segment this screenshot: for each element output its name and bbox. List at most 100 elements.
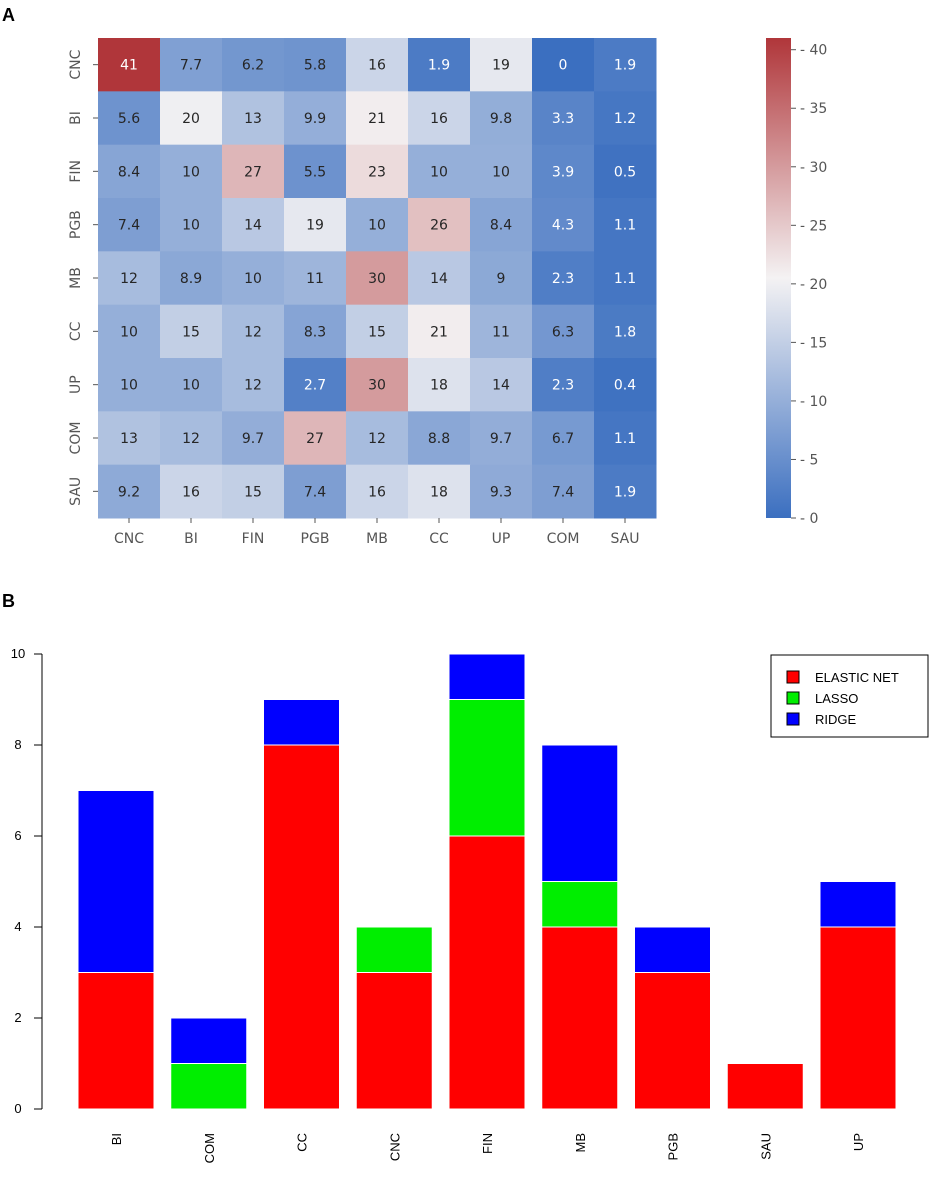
heatmap-cell-value: 30 [368,378,386,394]
heatmap-cell-value: 30 [368,271,386,287]
bar-segment-cc-ridge [263,699,340,746]
heatmap-y-tick-label: COM [68,422,84,455]
heatmap-cell-value: 10 [182,378,200,394]
heatmap-cell-sau-cc [408,464,471,519]
heatmap-cell-value: 41 [120,58,138,74]
bar-segment-fin-elastic-net [448,835,526,1110]
heatmap-cell-value: 1.1 [614,271,636,287]
bar-x-tick-label: MB [573,1133,588,1153]
bar-x-tick-label: BI [109,1133,124,1145]
legend-swatch-lasso [786,691,800,705]
heatmap-y-tick-label: MB [68,267,84,289]
heatmap-cell-bi-com [532,91,595,146]
bar-segment-com-ridge [170,1017,248,1064]
heatmap-cell-cc-cc [408,304,471,359]
heatmap-cell-value: 6.7 [552,431,574,447]
heatmap-cell-value: 9.9 [304,111,326,127]
heatmap-cell-value: 6.3 [552,324,574,340]
heatmap-cell-cc-bi [160,304,223,359]
heatmap-cell-sau-up [470,464,533,519]
heatmap-cell-cnc-sau [594,38,657,92]
heatmap-cell-value: 14 [430,271,448,287]
bar-x-tick-label: COM [202,1133,217,1163]
heatmap-cell-value: 0.4 [614,378,636,394]
stacked-bar-chart: 0 2 4 6 8 10 BI COM CC CNC FIN MB PGB SAU UP [11,646,897,1163]
heatmap-cell-value: 7.7 [180,58,202,74]
heatmap-cell-cnc-bi [160,38,223,92]
heatmap-cell-value: 11 [492,324,510,340]
colorbar-tick-label: - 20 [800,277,827,293]
bar-chart-legend: ELASTIC NET LASSO RIDGE [770,654,929,738]
heatmap-cell-value: 4.3 [552,218,574,234]
colorbar-tick-label: - 35 [800,101,827,117]
heatmap-cell-up-cnc [98,358,161,412]
heatmap-cell-value: 16 [368,58,386,74]
heatmap-cell-com-up [470,411,533,466]
heatmap-cell-value: 10 [368,218,386,234]
heatmap-y-tick-label: CNC [68,49,84,79]
heatmap-cell-value: 9.7 [490,431,512,447]
heatmap-cell-value: 14 [244,218,262,234]
heatmap-cell-up-bi [160,358,223,412]
bar-segment-pgb-elastic-net [634,972,711,1110]
heatmap-x-tick-label: CC [429,531,449,547]
colorbar-tick-label: - 5 [800,452,818,468]
heatmap-cell-value: 10 [120,378,138,394]
heatmap-cell-com-mb [346,411,409,466]
heatmap-cell-value: 1.9 [614,484,636,500]
heatmap-cell-value: 12 [244,324,262,340]
heatmap-x-tick-label: BI [184,531,198,547]
bar-segment-mb-ridge [541,744,619,882]
heatmap-cell-cc-pgb [284,304,347,359]
heatmap-cell-cnc-fin [222,38,285,92]
heatmap-cell-value: 12 [244,378,262,394]
heatmap-cell-value: 10 [492,164,510,180]
heatmap-cell-cc-mb [346,304,409,359]
heatmap-cell-value: 21 [430,324,448,340]
bar-segment-mb-elastic-net [541,926,619,1110]
bar-x-tick-label: UP [851,1133,866,1151]
heatmap-cell-value: 1.8 [614,324,636,340]
heatmap-cell-value: 8.3 [304,324,326,340]
heatmap-y-tick-label: CC [68,321,84,341]
legend-swatch-elastic-net [786,670,800,684]
heatmap-x-tick-label: CNC [114,531,144,547]
heatmap-cell-value: 0.5 [614,164,636,180]
heatmap-x-tick-label: FIN [242,531,265,547]
heatmap-cell-bi-bi [160,91,223,146]
heatmap-cell-value: 1.9 [428,58,450,74]
heatmap-cell-mb-com [532,251,595,306]
heatmap-cell-fin-com [532,144,595,199]
bar-x-tick-label: FIN [480,1133,495,1154]
colorbar-tick-label: - 25 [800,218,827,234]
colorbar-tick-label: - 15 [800,335,827,351]
heatmap-cell-value: 9.8 [490,111,512,127]
heatmap-y-tick-label: PGB [68,210,84,239]
heatmap-cell-cnc-cnc [98,38,161,92]
legend-label: ELASTIC NET [815,670,899,685]
heatmap-y-tick-label: SAU [68,477,84,506]
heatmap-cell-mb-fin [222,251,285,306]
heatmap-cell-com-bi [160,411,223,466]
bar-segment-mb-lasso [541,881,619,928]
heatmap-cell-bi-cnc [98,91,161,146]
heatmap-cell-value: 2.3 [552,378,574,394]
heatmap-cell-value: 14 [492,378,510,394]
bar-segment-bi-elastic-net [77,972,155,1110]
heatmap-cell-value: 23 [368,164,386,180]
heatmap-cell-value: 5.5 [304,164,326,180]
heatmap-colorbar: - 0 - 5 - 10 - 15 - 20 - 25 - 30 - 35 - 40 [766,38,827,527]
heatmap-cell-cnc-com [532,38,595,92]
heatmap-cell-bi-fin [222,91,285,146]
heatmap-cell-sau-mb [346,464,409,519]
heatmap-cell-fin-up [470,144,533,199]
bar-segment-pgb-ridge [634,926,711,973]
colorbar-gradient [766,38,791,518]
heatmap-cell-mb-mb [346,251,409,306]
heatmap-cell-value: 12 [120,271,138,287]
heatmap-cell-cnc-mb [346,38,409,92]
heatmap-cell-sau-cnc [98,464,161,519]
heatmap-cell-value: 18 [430,378,448,394]
heatmap-cell-mb-sau [594,251,657,306]
